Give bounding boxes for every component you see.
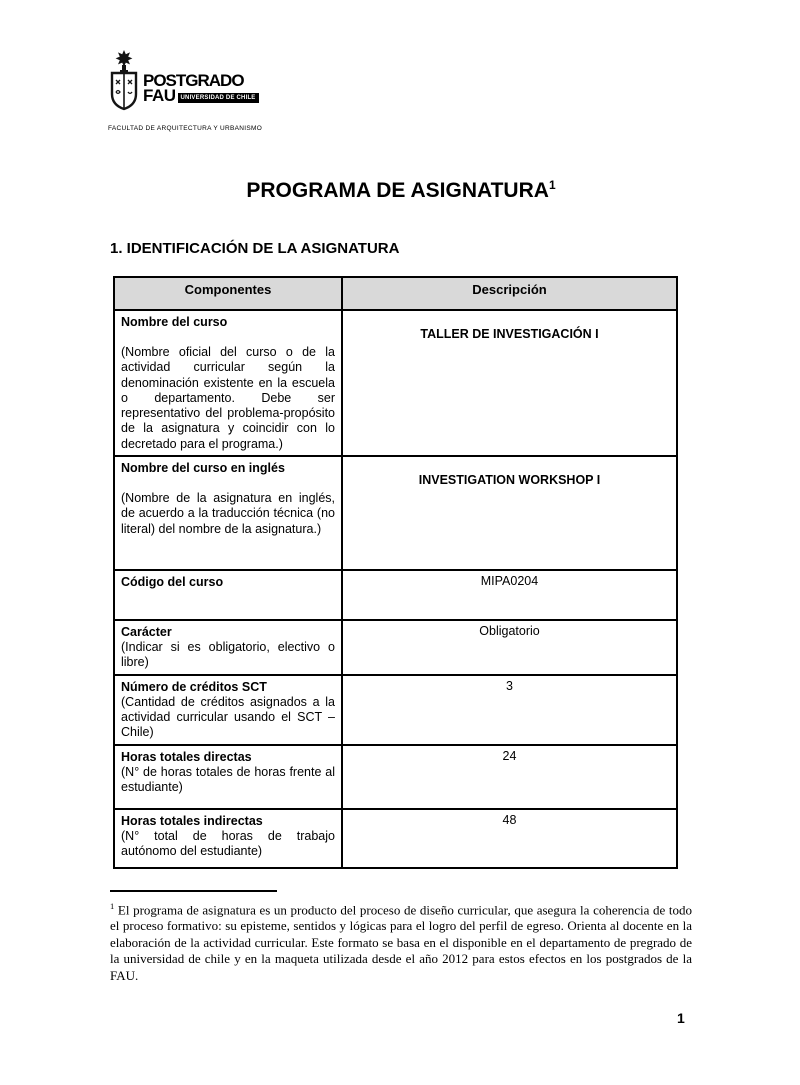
description-value: MIPA0204 [341,569,678,622]
component-note: (Cantidad de créditos asignados a la act… [121,694,335,740]
component-note: (N° total de horas de trabajo autónomo d… [121,828,335,858]
logo-postgrado-text: POSTGRADO [143,71,245,90]
logo-fau-text: FAU [143,86,176,105]
page-number: 1 [677,1010,685,1026]
table-row: Horas totales indirectas (N° total de ho… [113,807,678,869]
component-label: Código del curso [121,575,224,590]
postgrado-fau-logo: POSTGRADO FAU UNIVERSIDAD DE CHILE FACUL… [108,50,263,132]
footnote-text: El programa de asignatura es un producto… [110,901,693,983]
table-row: Carácter (Indicar si es obligatorio, ele… [113,619,678,676]
component-note: (Indicar si es obligatorio, electivo o l… [121,640,335,670]
section-heading: 1. IDENTIFICACIÓN DE LA ASIGNATURA [110,240,400,257]
logo-facultad-subtitle: FACULTAD DE ARQUITECTURA Y URBANISMO [108,125,263,132]
component-note: (N° de horas totales de horas frente al … [121,764,335,794]
component-label: Carácter [121,625,172,640]
component-label: Número de créditos SCT [121,679,267,694]
table-row: Nombre del curso en inglés (Nombre de la… [113,455,678,572]
document-page: POSTGRADO FAU UNIVERSIDAD DE CHILE FACUL… [0,50,800,984]
header-descripcion: Descripción [341,276,678,311]
footnote-marker: 1 [110,900,115,911]
description-value: 48 [341,807,678,869]
footnote-separator [110,889,277,892]
table-row: Número de créditos SCT (Cantidad de créd… [113,673,678,746]
table-row: Horas totales directas (N° de horas tota… [113,743,678,810]
identification-table: Componentes Descripción Nombre del curso… [113,276,678,869]
component-note: (Nombre oficial del curso o de la activi… [121,345,335,451]
logo-universidad-badge: UNIVERSIDAD DE CHILE [177,93,259,103]
component-label: Horas totales directas [121,749,252,764]
description-value: 3 [341,673,678,746]
table-row: Nombre del curso (Nombre oficial del cur… [113,308,678,458]
component-label: Nombre del curso en inglés [121,461,285,476]
table-header-row: Componentes Descripción [113,276,678,311]
component-label: Nombre del curso [121,315,228,329]
university-crest-icon [108,50,140,121]
footnote: 1 El programa de asignatura es un produc… [110,898,692,984]
document-title: PROGRAMA DE ASIGNATURA1 [110,178,692,203]
component-label: Horas totales indirectas [121,813,263,828]
description-value: INVESTIGATION WORKSHOP I [341,455,678,572]
table-row: Código del curso MIPA0204 [113,569,678,622]
header-componentes: Componentes [113,276,343,311]
component-note: (Nombre de la asignatura en inglés, de a… [121,491,335,536]
description-value: 24 [341,743,678,810]
title-footnote-marker: 1 [548,178,556,192]
document-title-text: PROGRAMA DE ASIGNATURA [246,179,549,202]
description-value: Obligatorio [341,619,678,676]
description-value: TALLER DE INVESTIGACIÓN I [341,308,678,458]
